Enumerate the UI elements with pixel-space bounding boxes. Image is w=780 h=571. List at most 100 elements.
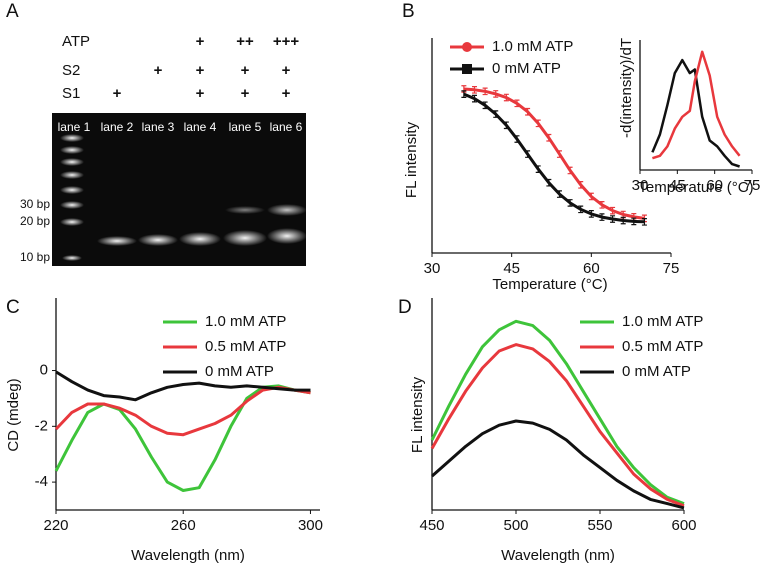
error-bar [631,217,637,226]
sign: +++ [273,33,300,50]
lane-label: lane 3 [142,120,175,134]
series-line [430,343,685,508]
legend-marker [462,64,472,74]
x-axis-label: Wavelength (nm) [501,547,615,564]
lane-label: lane 2 [101,120,134,134]
x-tick-label: 450 [419,517,444,534]
x-axis-label: Temperature (°C) [492,276,607,293]
sign: + [282,85,291,102]
series-line [55,370,311,402]
error-bar [588,210,594,218]
y-tick-label: -2 [35,417,48,434]
x-tick-label: 500 [503,517,528,534]
row-label: S1 [62,85,80,102]
error-bar [482,101,488,110]
lane-label: lane 5 [229,120,262,134]
sign: + [154,62,163,79]
error-bar [482,87,488,96]
x-tick-label: 60 [706,177,723,194]
sign: + [113,85,122,102]
x-tick-label: 220 [43,517,68,534]
error-bar [556,150,562,158]
sign: + [241,62,250,79]
error-bar [610,215,616,223]
lane-label: lane 4 [184,120,217,134]
marker-label: 20 bp [20,214,50,228]
sign: + [196,33,205,50]
error-bar [525,107,531,116]
x-tick-label: 45 [669,177,686,194]
error-bar [493,110,499,118]
y-axis-label: FL intensity [409,376,426,453]
error-bar [514,99,520,108]
panel-label: A [6,1,19,22]
legend-label: 0.5 mM ATP [205,338,286,355]
x-axis-label: Temperature (°C) [638,179,753,196]
error-bar [641,218,647,226]
error-bar [525,150,531,158]
legend-label: 1.0 mM ATP [622,313,703,330]
panel-label: D [398,297,412,318]
error-bar [493,90,499,98]
error-bar [546,178,552,187]
error-bar [471,85,477,94]
series-line [651,58,740,168]
gel-bands [60,134,307,261]
legend-label: 0.5 mM ATP [622,338,703,355]
lane-label: lane 6 [270,120,303,134]
error-bar [503,121,509,130]
sign: + [282,62,291,79]
error-bar [546,133,552,142]
error-bar [588,192,594,201]
x-axis-label: Wavelength (nm) [131,547,245,564]
legend-label: 1.0 mM ATP [205,313,286,330]
error-bar [503,93,509,102]
panel-label: B [402,1,415,22]
y-axis-label: -d(intensity)/dT [618,38,635,138]
error-bar [461,90,467,98]
x-tick-label: 60 [583,260,600,277]
legend-label: 0 mM ATP [492,60,561,77]
x-tick-label: 30 [424,260,441,277]
x-tick-label: 45 [503,260,520,277]
legend-label: 1.0 mM ATP [492,38,573,55]
series-line [463,92,645,224]
series-line [54,384,311,492]
error-bar [610,206,616,215]
x-tick-label: 260 [171,517,196,534]
panel-label: C [6,297,20,318]
error-bar [599,201,605,209]
gel-image [52,113,306,266]
error-bar [556,190,562,198]
series-line [431,419,685,510]
legend-label: 0 mM ATP [205,363,274,380]
error-bar [567,199,573,207]
y-tick-label: 0 [40,361,48,378]
sign: + [241,85,250,102]
series-line [652,50,741,160]
sign: + [196,62,205,79]
x-tick-label: 75 [663,260,680,277]
series-line [54,385,311,437]
error-bar [620,216,626,225]
y-axis-label: CD (mdeg) [5,378,22,451]
x-tick-label: 550 [587,517,612,534]
series-line [430,319,685,506]
series-line [463,87,645,220]
x-tick-label: 300 [298,517,323,534]
legend-marker [462,42,472,52]
error-bar [535,119,541,128]
sign: + [196,85,205,102]
error-bar [578,181,584,189]
error-bar [578,205,584,214]
x-tick-label: 600 [671,517,696,534]
y-tick-label: -4 [35,473,48,490]
row-label: S2 [62,62,80,79]
row-label: ATP [62,33,90,50]
lane-label: lane 1 [58,120,91,134]
error-bar [514,135,520,143]
error-bar [471,94,477,103]
marker-label: 10 bp [20,250,50,264]
error-bar [567,166,573,175]
